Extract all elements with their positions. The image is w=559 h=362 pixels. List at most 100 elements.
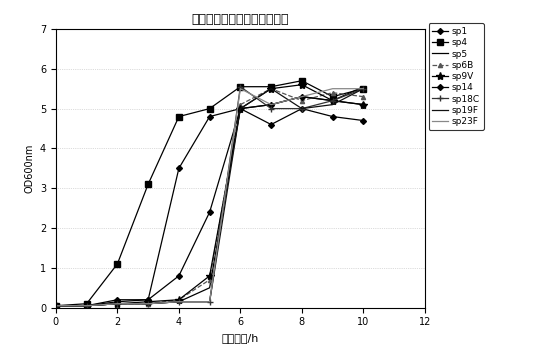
Line: sp6B: sp6B — [54, 87, 366, 308]
sp5 — [268, 102, 274, 107]
sp6B — [114, 302, 121, 306]
sp19F — [268, 87, 274, 91]
sp23F — [206, 300, 213, 304]
sp6B — [145, 302, 151, 306]
sp23F — [268, 102, 274, 107]
sp23F — [360, 87, 367, 91]
sp6B — [206, 278, 213, 282]
sp1 — [360, 118, 367, 123]
sp1 — [83, 303, 90, 308]
sp9V — [329, 98, 336, 103]
sp4 — [360, 87, 367, 91]
sp6B — [53, 303, 59, 308]
sp19F — [237, 106, 244, 111]
sp18C — [299, 106, 305, 111]
sp4 — [176, 114, 182, 119]
sp6B — [176, 298, 182, 302]
sp1 — [237, 106, 244, 111]
sp6B — [268, 87, 274, 91]
sp1 — [299, 106, 305, 111]
sp4 — [114, 262, 121, 266]
sp18C — [53, 303, 59, 308]
sp4 — [237, 84, 244, 89]
sp14 — [268, 102, 274, 107]
sp14 — [114, 298, 121, 302]
sp4 — [299, 79, 305, 83]
sp9V — [83, 303, 90, 308]
sp14 — [83, 303, 90, 308]
sp1 — [268, 122, 274, 127]
sp1 — [114, 300, 121, 304]
sp4 — [53, 303, 59, 308]
sp23F — [114, 302, 121, 306]
sp4 — [83, 302, 90, 306]
Line: sp18C: sp18C — [53, 83, 367, 309]
sp6B — [299, 98, 305, 103]
sp5 — [53, 303, 59, 308]
sp19F — [329, 102, 336, 107]
sp14 — [145, 298, 151, 302]
sp9V — [268, 87, 274, 91]
sp23F — [83, 303, 90, 308]
Line: sp4: sp4 — [53, 78, 366, 308]
sp23F — [237, 87, 244, 91]
sp18C — [206, 300, 213, 304]
sp1 — [176, 166, 182, 171]
sp1 — [206, 114, 213, 119]
sp4 — [329, 94, 336, 99]
sp14 — [299, 94, 305, 99]
sp5 — [83, 303, 90, 308]
sp6B — [237, 102, 244, 107]
sp19F — [299, 106, 305, 111]
sp18C — [83, 303, 90, 308]
sp18C — [329, 98, 336, 103]
sp23F — [329, 87, 336, 91]
sp4 — [206, 106, 213, 111]
sp14 — [53, 303, 59, 308]
Line: sp1: sp1 — [54, 106, 366, 308]
Line: sp23F: sp23F — [56, 89, 363, 306]
Title: 部分型别肺炎链球菌生长曲线: 部分型别肺炎链球菌生长曲线 — [192, 13, 289, 26]
sp5 — [360, 84, 367, 89]
sp19F — [114, 302, 121, 306]
sp18C — [237, 84, 244, 89]
sp18C — [114, 302, 121, 306]
X-axis label: 培养时间/h: 培养时间/h — [222, 333, 259, 343]
sp1 — [329, 114, 336, 119]
sp14 — [176, 274, 182, 278]
sp23F — [53, 303, 59, 308]
sp19F — [83, 303, 90, 308]
Legend: sp1, sp4, sp5, sp6B, sp9V, sp14, sp18C, sp19F, sp23F: sp1, sp4, sp5, sp6B, sp9V, sp14, sp18C, … — [429, 24, 484, 130]
sp14 — [360, 102, 367, 107]
sp14 — [237, 106, 244, 111]
sp9V — [206, 274, 213, 278]
sp18C — [268, 106, 274, 111]
sp14 — [206, 210, 213, 214]
Line: sp14: sp14 — [54, 94, 366, 308]
sp23F — [176, 300, 182, 304]
sp9V — [145, 300, 151, 304]
sp19F — [145, 302, 151, 306]
sp6B — [360, 94, 367, 99]
sp5 — [206, 286, 213, 290]
sp5 — [176, 300, 182, 304]
sp14 — [329, 98, 336, 103]
sp18C — [360, 87, 367, 91]
sp19F — [360, 87, 367, 91]
sp18C — [145, 302, 151, 306]
sp9V — [176, 298, 182, 302]
sp5 — [145, 302, 151, 306]
sp5 — [299, 94, 305, 99]
sp5 — [329, 98, 336, 103]
sp1 — [145, 298, 151, 302]
Y-axis label: OD600nm: OD600nm — [25, 144, 34, 193]
sp9V — [114, 302, 121, 306]
sp18C — [176, 300, 182, 304]
sp5 — [237, 106, 244, 111]
sp19F — [53, 303, 59, 308]
sp1 — [53, 303, 59, 308]
sp5 — [114, 302, 121, 306]
sp9V — [360, 102, 367, 107]
sp4 — [145, 182, 151, 186]
sp6B — [329, 90, 336, 95]
